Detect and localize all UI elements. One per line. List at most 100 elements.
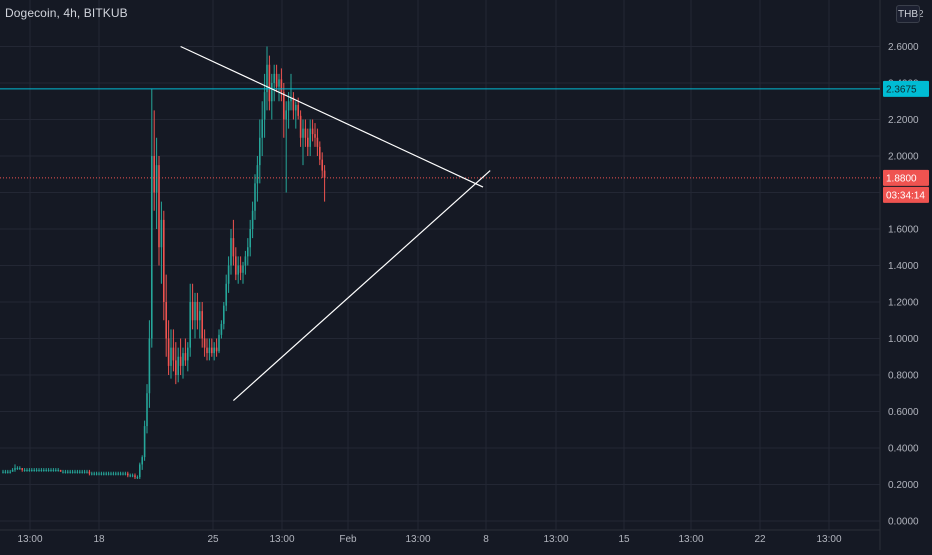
y-tick-label: 1.4000 <box>888 261 919 272</box>
candle-body <box>309 128 311 147</box>
candle-body <box>88 471 91 474</box>
candle-body <box>172 347 175 361</box>
horizontal-level-label-box <box>883 80 929 97</box>
candle-body <box>251 210 254 229</box>
candle-body <box>170 347 172 366</box>
candle-body <box>211 347 213 354</box>
candle-body <box>76 471 79 473</box>
candle-body <box>93 473 95 475</box>
candle-body <box>105 473 107 475</box>
candle-body <box>175 360 177 375</box>
candle-body <box>83 471 86 473</box>
candle-body <box>163 219 165 302</box>
x-tick-label: 15 <box>618 534 630 545</box>
candle-body <box>160 219 163 248</box>
candle-body <box>290 97 292 102</box>
candle-body <box>203 338 206 348</box>
countdown-box <box>883 186 929 203</box>
candle-body <box>254 183 256 211</box>
candle-body <box>201 311 203 339</box>
candle-body <box>155 165 158 193</box>
currency-badge[interactable]: THB <box>896 5 920 23</box>
candle-body <box>74 471 76 473</box>
candle-body <box>223 305 225 324</box>
candle-body <box>249 229 251 248</box>
candle-body <box>62 471 64 473</box>
candle-body <box>124 473 127 475</box>
candle-body <box>299 115 302 138</box>
candle-body <box>208 347 211 354</box>
y-tick-label: 1.2000 <box>888 298 919 309</box>
candle-body <box>230 238 232 266</box>
candle-body <box>71 471 74 473</box>
candle-body <box>285 110 287 120</box>
candle-body <box>232 238 235 257</box>
symbol-title: Dogecoin, 4h, BITKUB <box>5 6 128 20</box>
candle-body <box>14 468 16 470</box>
candle-body <box>148 338 151 394</box>
candle-body <box>302 128 304 138</box>
candle-body <box>45 469 47 471</box>
y-tick-label: 0.2000 <box>888 480 919 491</box>
candle-body <box>33 469 35 471</box>
candle-body <box>235 256 237 275</box>
candle-body <box>292 97 295 111</box>
candle-body <box>11 469 14 472</box>
candle-body <box>184 353 187 361</box>
candle-body <box>95 473 98 475</box>
candle-body <box>100 473 103 475</box>
y-tick-label: 2.0000 <box>888 152 919 163</box>
x-tick-label: 18 <box>93 534 105 545</box>
candle-body <box>213 347 215 354</box>
candle-body <box>122 473 124 475</box>
candle-body <box>19 468 21 470</box>
candle-body <box>2 471 4 473</box>
x-tick-label: 13:00 <box>269 534 294 545</box>
candle-body <box>129 475 131 477</box>
x-tick-label: 25 <box>207 534 219 545</box>
candle-body <box>191 302 194 321</box>
candle-body <box>206 347 208 354</box>
candle-body <box>131 475 134 477</box>
candle-body <box>304 128 307 138</box>
candle-body <box>167 338 170 366</box>
candle-body <box>189 302 191 348</box>
candle-body <box>273 73 275 83</box>
candle-body <box>139 464 141 478</box>
y-tick-label: 1.0000 <box>888 334 919 345</box>
trendline-upper <box>180 45 484 188</box>
candle-body <box>278 79 280 87</box>
y-tick-label: 0.0000 <box>888 517 919 528</box>
y-tick-label: 2.6000 <box>888 42 919 53</box>
candle-body <box>127 473 129 476</box>
y-axis-top-tick: 2 <box>918 9 924 20</box>
candle-body <box>237 265 239 275</box>
trendline-lower <box>232 170 491 401</box>
x-tick-label: 13:00 <box>17 534 42 545</box>
candle-body <box>283 92 285 120</box>
x-tick-label: 13:00 <box>543 534 568 545</box>
y-tick-label: 1.6000 <box>888 225 919 236</box>
candle-body <box>244 256 247 266</box>
candle-body <box>196 302 199 321</box>
candle-body <box>158 165 160 248</box>
y-tick-label: 0.4000 <box>888 444 919 455</box>
candle-body <box>218 334 220 352</box>
candle-body <box>242 265 244 273</box>
candle-body <box>35 469 38 471</box>
candle-body <box>321 159 323 171</box>
candle-body <box>307 137 309 147</box>
countdown-label: 03:34:14 <box>886 190 925 201</box>
candle-body <box>4 471 7 473</box>
candle-body <box>50 469 52 471</box>
candle-body <box>79 471 81 473</box>
candle-body <box>239 265 242 273</box>
candle-body <box>153 156 155 193</box>
candle-body <box>117 473 119 475</box>
candle-body <box>268 64 271 102</box>
candle-body <box>81 471 83 473</box>
candle-body <box>187 347 189 361</box>
